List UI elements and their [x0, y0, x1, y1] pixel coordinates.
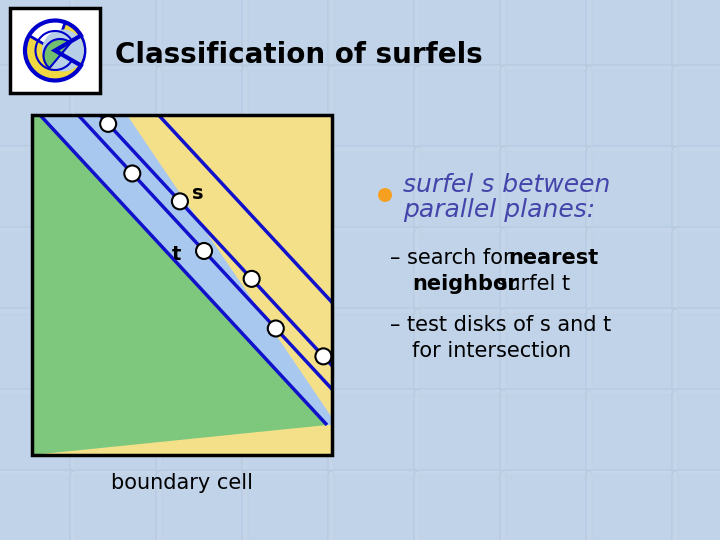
FancyBboxPatch shape: [586, 0, 678, 71]
FancyBboxPatch shape: [242, 389, 334, 476]
Text: t: t: [171, 246, 181, 265]
FancyBboxPatch shape: [0, 146, 76, 233]
Circle shape: [315, 348, 331, 364]
FancyBboxPatch shape: [672, 65, 720, 152]
FancyBboxPatch shape: [586, 227, 678, 314]
Text: boundary cell: boundary cell: [111, 473, 253, 493]
FancyBboxPatch shape: [70, 308, 162, 395]
FancyBboxPatch shape: [0, 308, 76, 395]
FancyBboxPatch shape: [672, 146, 720, 233]
FancyBboxPatch shape: [328, 227, 420, 314]
Circle shape: [53, 88, 68, 104]
FancyBboxPatch shape: [414, 146, 506, 233]
FancyBboxPatch shape: [328, 389, 420, 476]
Circle shape: [100, 116, 116, 132]
Circle shape: [42, 30, 84, 71]
FancyBboxPatch shape: [70, 389, 162, 476]
FancyBboxPatch shape: [500, 389, 592, 476]
FancyBboxPatch shape: [672, 227, 720, 314]
FancyBboxPatch shape: [70, 470, 162, 540]
FancyBboxPatch shape: [328, 146, 420, 233]
FancyBboxPatch shape: [672, 389, 720, 476]
FancyBboxPatch shape: [156, 146, 248, 233]
Text: – test disks of s and t: – test disks of s and t: [390, 315, 611, 335]
FancyBboxPatch shape: [242, 470, 334, 540]
Bar: [32, 115, 332, 455]
Circle shape: [378, 188, 392, 202]
FancyBboxPatch shape: [156, 470, 248, 540]
FancyBboxPatch shape: [0, 0, 76, 71]
FancyBboxPatch shape: [156, 65, 248, 152]
FancyBboxPatch shape: [0, 65, 76, 152]
Bar: [32, 115, 332, 455]
FancyBboxPatch shape: [500, 227, 592, 314]
FancyBboxPatch shape: [242, 227, 334, 314]
Circle shape: [243, 271, 260, 287]
Circle shape: [196, 243, 212, 259]
Wedge shape: [43, 39, 71, 68]
FancyBboxPatch shape: [414, 65, 506, 152]
Text: surfel t: surfel t: [490, 274, 570, 294]
FancyBboxPatch shape: [586, 146, 678, 233]
FancyBboxPatch shape: [586, 470, 678, 540]
Text: Classification of surfels: Classification of surfels: [115, 41, 482, 69]
FancyBboxPatch shape: [156, 308, 248, 395]
FancyBboxPatch shape: [328, 308, 420, 395]
FancyBboxPatch shape: [242, 146, 334, 233]
Text: parallel planes:: parallel planes:: [403, 198, 595, 222]
FancyBboxPatch shape: [242, 308, 334, 395]
Polygon shape: [40, 115, 337, 425]
Text: neighbor: neighbor: [412, 274, 518, 294]
FancyBboxPatch shape: [500, 65, 592, 152]
FancyBboxPatch shape: [500, 308, 592, 395]
FancyBboxPatch shape: [328, 0, 420, 71]
FancyBboxPatch shape: [500, 146, 592, 233]
Circle shape: [268, 320, 284, 336]
FancyBboxPatch shape: [328, 65, 420, 152]
FancyBboxPatch shape: [156, 389, 248, 476]
Circle shape: [340, 398, 356, 414]
FancyBboxPatch shape: [672, 0, 720, 71]
FancyBboxPatch shape: [500, 0, 592, 71]
FancyBboxPatch shape: [70, 0, 162, 71]
Circle shape: [172, 193, 188, 210]
FancyBboxPatch shape: [586, 308, 678, 395]
FancyBboxPatch shape: [70, 65, 162, 152]
FancyBboxPatch shape: [414, 470, 506, 540]
Wedge shape: [25, 22, 85, 80]
FancyBboxPatch shape: [156, 227, 248, 314]
Text: – search for: – search for: [390, 248, 518, 268]
FancyBboxPatch shape: [500, 470, 592, 540]
FancyBboxPatch shape: [414, 227, 506, 314]
FancyBboxPatch shape: [414, 389, 506, 476]
FancyBboxPatch shape: [242, 65, 334, 152]
FancyBboxPatch shape: [0, 389, 76, 476]
FancyBboxPatch shape: [672, 470, 720, 540]
FancyBboxPatch shape: [414, 308, 506, 395]
FancyBboxPatch shape: [414, 0, 506, 71]
Text: s: s: [192, 184, 204, 203]
FancyBboxPatch shape: [156, 0, 248, 71]
Bar: [10, 8, 100, 93]
FancyBboxPatch shape: [586, 65, 678, 152]
Text: surfel s between: surfel s between: [403, 173, 611, 197]
FancyBboxPatch shape: [0, 227, 76, 314]
Polygon shape: [32, 115, 327, 455]
FancyBboxPatch shape: [70, 227, 162, 314]
FancyBboxPatch shape: [328, 470, 420, 540]
FancyBboxPatch shape: [70, 146, 162, 233]
FancyBboxPatch shape: [586, 389, 678, 476]
Text: for intersection: for intersection: [412, 341, 571, 361]
FancyBboxPatch shape: [672, 308, 720, 395]
FancyBboxPatch shape: [0, 470, 76, 540]
FancyBboxPatch shape: [242, 0, 334, 71]
Text: nearest: nearest: [508, 248, 598, 268]
Circle shape: [125, 165, 140, 181]
